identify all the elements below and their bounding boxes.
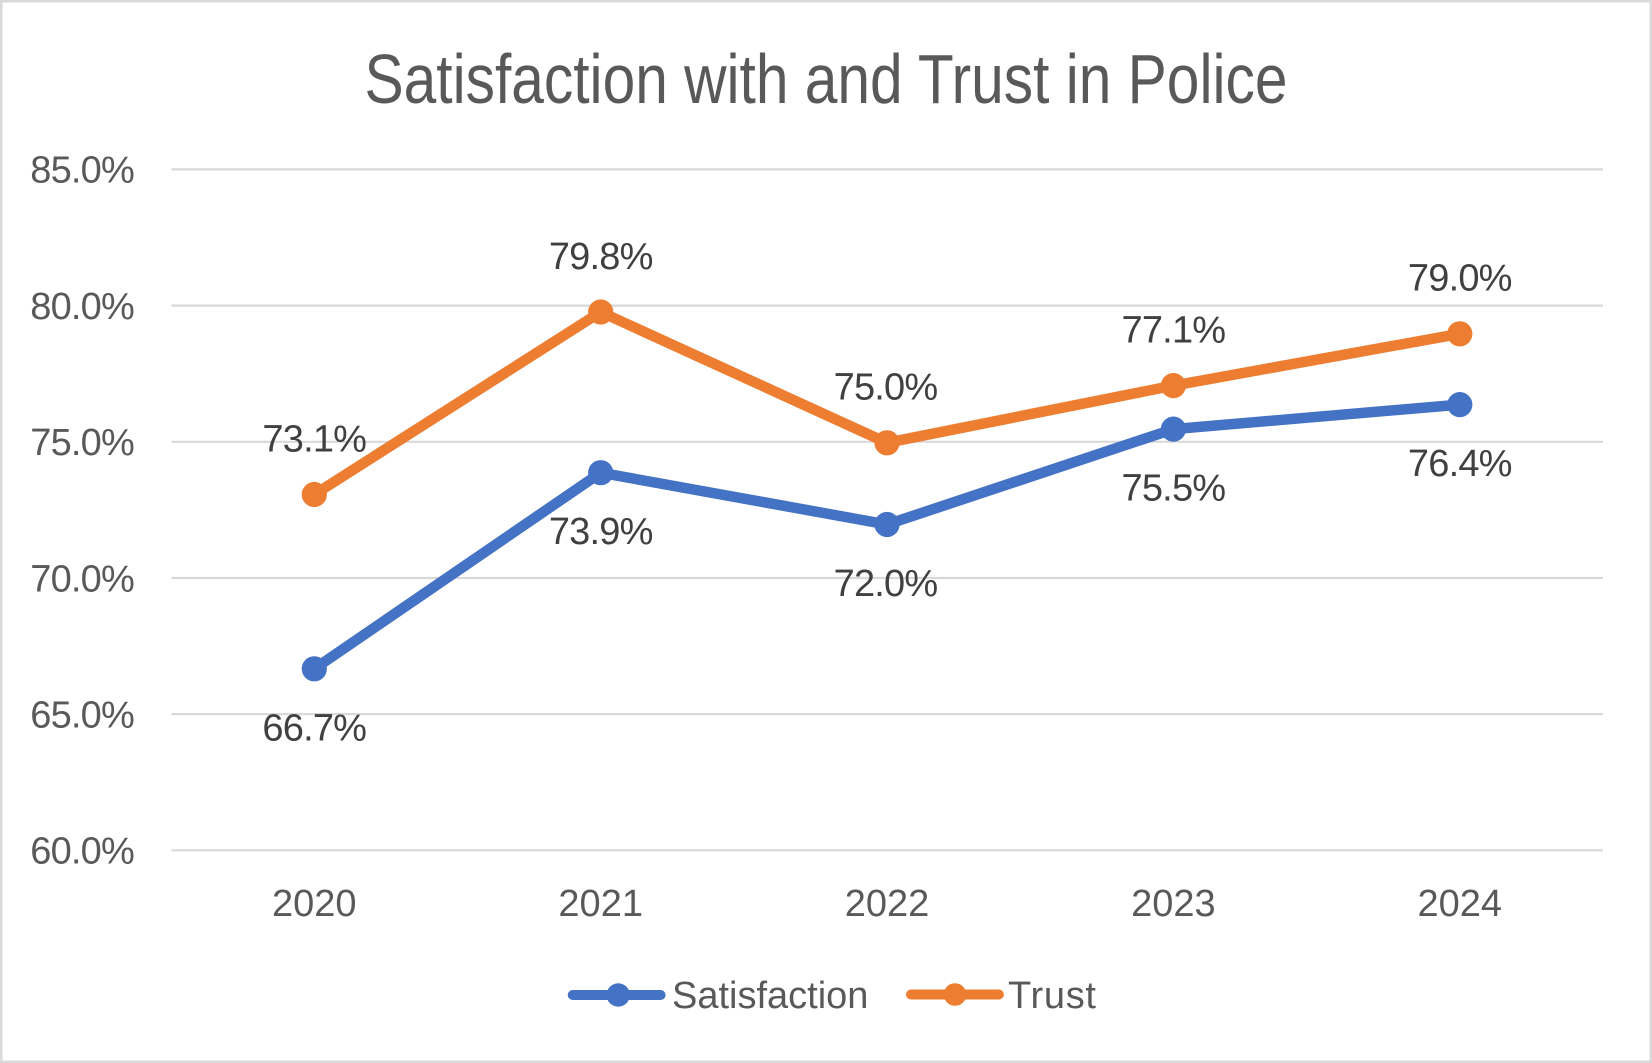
svg-text:Satisfaction with and Trust in: Satisfaction with and Trust in Police (365, 40, 1288, 118)
svg-text:2020: 2020 (272, 883, 357, 925)
svg-text:85.0%: 85.0% (30, 150, 134, 192)
svg-text:75.0%: 75.0% (30, 422, 134, 464)
svg-text:76.4%: 76.4% (1408, 443, 1512, 485)
svg-text:72.0%: 72.0% (834, 563, 938, 605)
svg-text:75.0%: 75.0% (834, 367, 938, 409)
svg-text:2022: 2022 (845, 883, 930, 925)
svg-text:65.0%: 65.0% (30, 694, 134, 736)
svg-text:79.8%: 79.8% (549, 236, 653, 278)
svg-text:79.0%: 79.0% (1408, 258, 1512, 300)
svg-text:73.1%: 73.1% (262, 418, 366, 460)
svg-text:Trust: Trust (1008, 975, 1097, 1017)
svg-text:77.1%: 77.1% (1122, 309, 1226, 351)
svg-text:66.7%: 66.7% (262, 707, 366, 749)
svg-text:2023: 2023 (1131, 883, 1216, 925)
svg-text:2021: 2021 (558, 883, 643, 925)
svg-text:60.0%: 60.0% (30, 831, 134, 873)
svg-text:75.5%: 75.5% (1122, 468, 1226, 510)
svg-text:73.9%: 73.9% (549, 511, 653, 553)
svg-text:70.0%: 70.0% (30, 558, 134, 600)
svg-text:2024: 2024 (1418, 883, 1503, 925)
svg-text:80.0%: 80.0% (30, 286, 134, 328)
svg-text:Satisfaction: Satisfaction (672, 975, 868, 1017)
